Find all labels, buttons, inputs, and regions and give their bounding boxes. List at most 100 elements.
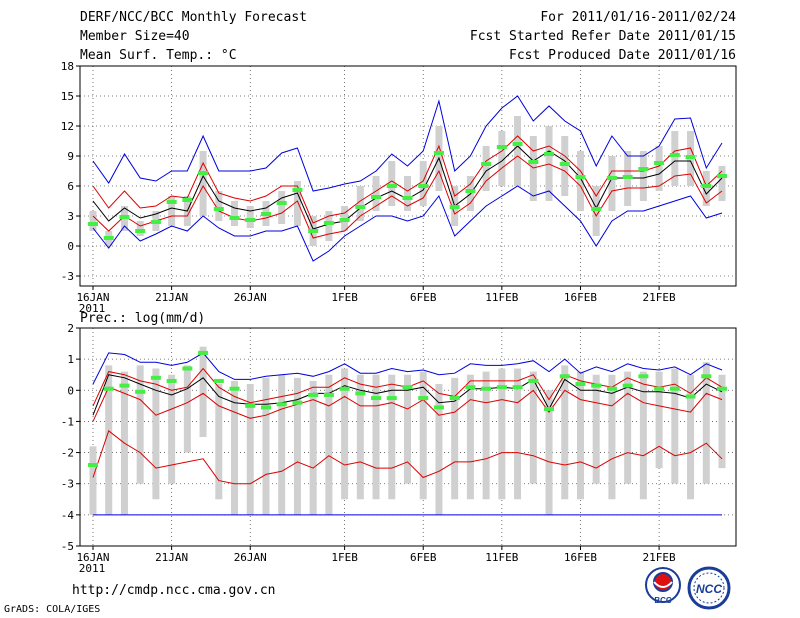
ensemble-box xyxy=(262,377,270,515)
ensemble-box xyxy=(404,176,411,211)
observed-mark xyxy=(575,382,586,387)
ensemble-box xyxy=(671,131,679,186)
observed-mark xyxy=(213,378,224,383)
y-tick-label: -3 xyxy=(61,270,74,283)
x-tick-label: 16JAN xyxy=(76,551,109,564)
ensemble-box xyxy=(498,368,506,500)
x-tick-label: 11FEB xyxy=(485,551,518,564)
series-max-line xyxy=(92,95,723,192)
observed-mark xyxy=(528,378,539,383)
observed-mark xyxy=(166,200,177,204)
observed-mark xyxy=(182,198,193,202)
ensemble-box xyxy=(718,374,726,469)
ensemble-box xyxy=(341,368,349,500)
ensemble-box xyxy=(168,374,176,484)
observed-mark xyxy=(276,201,287,205)
series-max-line xyxy=(92,352,723,385)
x-tick-year: 2011 xyxy=(79,562,106,575)
observed-mark xyxy=(465,385,476,390)
forecast-period: For 2011/01/16-2011/02/24 xyxy=(540,10,736,25)
x-tick-label: 26JAN xyxy=(234,551,267,564)
ensemble-box xyxy=(419,371,427,500)
observed-mark xyxy=(622,175,633,179)
observed-mark xyxy=(150,220,161,224)
observed-mark xyxy=(622,383,633,388)
ensemble-box xyxy=(639,151,647,201)
plot-frame xyxy=(79,327,737,547)
observed-mark xyxy=(198,350,209,355)
observed-mark xyxy=(88,222,98,226)
y-tick-label: 0 xyxy=(67,240,74,253)
produced-date: Fcst Produced Date 2011/01/16 xyxy=(509,48,736,63)
ensemble-box xyxy=(325,374,333,515)
observed-mark xyxy=(418,396,429,401)
y-tick-label: 15 xyxy=(61,90,74,103)
ensemble-box xyxy=(152,368,160,500)
observed-mark xyxy=(481,386,492,391)
y-tick-label: 3 xyxy=(67,210,74,223)
observed-mark xyxy=(669,153,680,157)
ncc-logo-icon: NCC xyxy=(687,566,731,610)
x-tick-label: 16FEB xyxy=(564,291,597,304)
ensemble-box xyxy=(545,390,553,515)
series-upper-line xyxy=(92,135,723,224)
series-mean-line xyxy=(92,374,723,416)
ensemble-box xyxy=(592,374,600,484)
ensemble-box xyxy=(702,362,710,484)
ensemble-box xyxy=(388,161,396,206)
observed-mark xyxy=(465,189,476,193)
x-tick-label: 16JAN xyxy=(76,291,109,304)
y-tick-label: -2 xyxy=(61,447,74,460)
observed-mark xyxy=(591,207,602,211)
ensemble-box xyxy=(356,374,364,500)
ensemble-box xyxy=(576,371,584,500)
ensemble-box xyxy=(388,374,396,500)
observed-mark xyxy=(559,162,570,166)
ensemble-box xyxy=(514,116,522,186)
observed-mark xyxy=(213,207,224,211)
plot-frame xyxy=(79,65,737,287)
ensemble-box xyxy=(608,156,616,211)
x-tick-label: 6FEB xyxy=(410,291,437,304)
observed-mark xyxy=(433,405,444,410)
observed-mark xyxy=(103,386,114,391)
x-tick-label: 6FEB xyxy=(410,551,437,564)
svg-text:BCC: BCC xyxy=(654,596,672,605)
y-tick-label: -4 xyxy=(61,509,75,522)
y-tick-label: 9 xyxy=(67,150,74,163)
ensemble-box xyxy=(404,374,411,484)
ensemble-box xyxy=(199,151,207,216)
observed-mark xyxy=(701,184,712,188)
series-min-line xyxy=(92,185,723,262)
observed-mark xyxy=(292,400,303,405)
ensemble-box xyxy=(231,201,239,226)
ensemble-box xyxy=(466,374,474,500)
source-url[interactable]: http://cmdp.ncc.cma.gov.cn xyxy=(72,583,276,598)
observed-mark xyxy=(591,383,602,388)
observed-mark xyxy=(103,236,114,240)
y-tick-label: -1 xyxy=(61,415,74,428)
bcc-logo-icon: BCC xyxy=(645,567,681,605)
series-lower-line xyxy=(92,386,723,422)
ensemble-box xyxy=(482,371,490,500)
observed-mark xyxy=(638,374,649,379)
ensemble-box xyxy=(655,146,663,191)
start-date: Fcst Started Refer Date 2011/01/15 xyxy=(469,29,736,44)
observed-mark xyxy=(402,196,413,200)
ensemble-box xyxy=(89,211,97,231)
x-tick-label: 26JAN xyxy=(234,291,267,304)
ensemble-box xyxy=(89,446,97,515)
observed-mark xyxy=(575,175,586,179)
member-size: Member Size=40 xyxy=(80,29,190,44)
observed-mark xyxy=(323,221,334,225)
observed-mark xyxy=(418,184,429,188)
observed-mark xyxy=(229,386,240,391)
observed-mark xyxy=(260,405,271,410)
ensemble-box xyxy=(293,181,301,226)
observed-mark xyxy=(355,391,366,396)
y-tick-label: 2 xyxy=(67,322,74,335)
x-tick-label: 21FEB xyxy=(643,291,676,304)
x-tick-label: 21JAN xyxy=(155,551,188,564)
observed-mark xyxy=(654,161,665,165)
